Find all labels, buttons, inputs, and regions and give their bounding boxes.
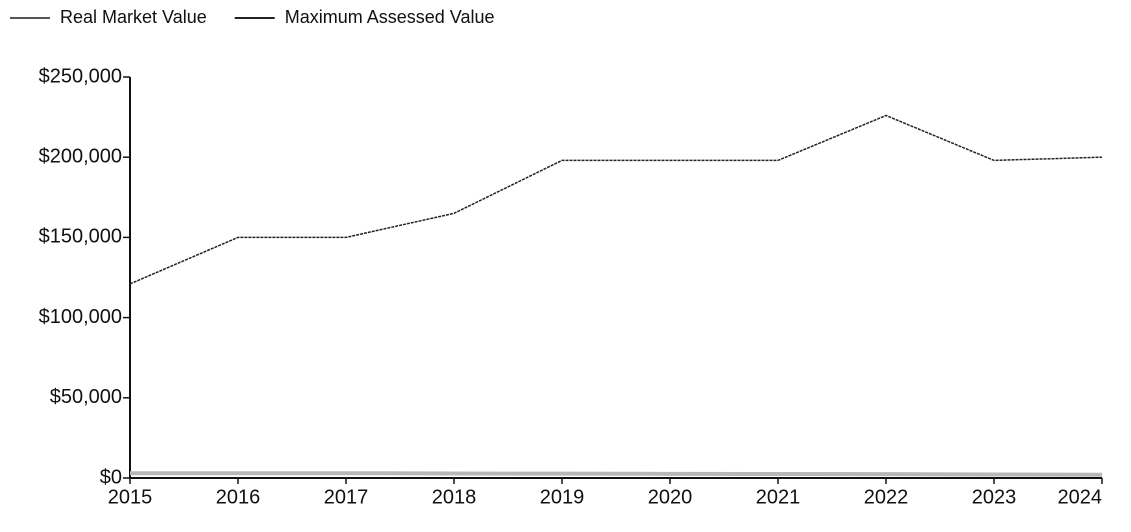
x-tick-label: 2021 <box>756 486 801 508</box>
series-line <box>130 471 1103 477</box>
y-tick-label: $200,000 <box>39 145 122 167</box>
y-tick-label: $150,000 <box>39 226 122 248</box>
x-tick-label: 2018 <box>432 486 477 508</box>
y-tick-label: $50,000 <box>50 386 122 408</box>
legend-label: Maximum Assessed Value <box>285 7 495 27</box>
x-tick-label: 2020 <box>648 486 693 508</box>
x-tick-label: 2023 <box>972 486 1017 508</box>
x-tick-label: 2015 <box>108 486 153 508</box>
x-tick-label: 2022 <box>864 486 909 508</box>
y-tick-label: $0 <box>100 466 122 488</box>
series-line <box>129 114 1103 285</box>
x-tick-label: 2024 <box>1058 486 1103 508</box>
x-tick-label: 2016 <box>216 486 261 508</box>
y-tick-label: $250,000 <box>39 65 122 87</box>
x-tick-label: 2019 <box>540 486 585 508</box>
legend-label: Real Market Value <box>60 7 207 27</box>
y-tick-label: $100,000 <box>39 306 122 328</box>
x-tick-label: 2017 <box>324 486 369 508</box>
